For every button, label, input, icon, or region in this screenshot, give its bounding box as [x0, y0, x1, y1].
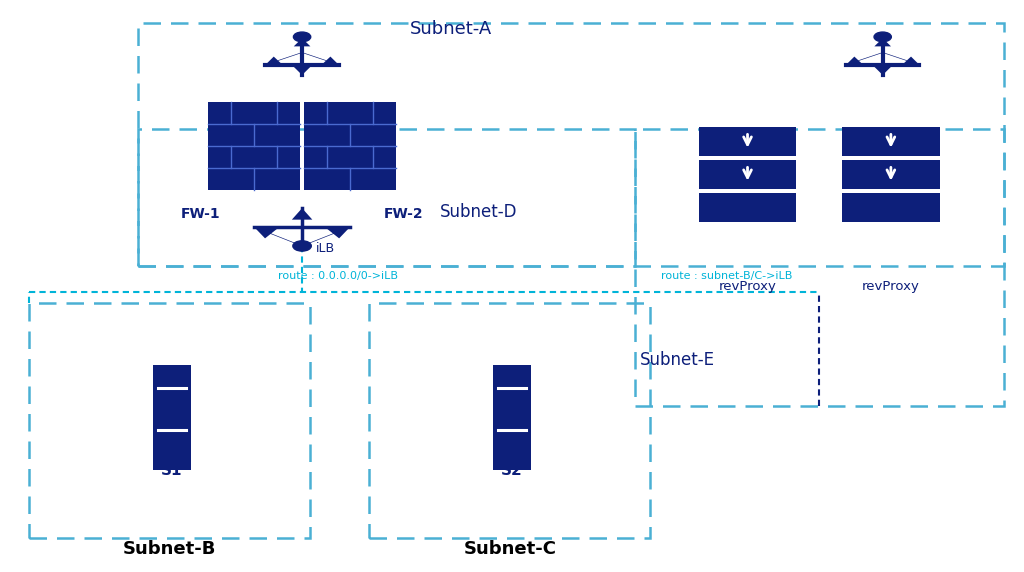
Bar	[208, 102, 300, 190]
Bar	[138, 129, 635, 266]
Bar	[493, 365, 531, 470]
FancyArrow shape	[883, 52, 920, 65]
Text: Subnet-D: Subnet-D	[440, 202, 518, 221]
Bar	[29, 303, 310, 538]
Text: route : subnet-B/C->iLB: route : subnet-B/C->iLB	[662, 272, 793, 281]
Text: FW-1: FW-1	[180, 208, 220, 221]
FancyArrow shape	[294, 53, 310, 75]
FancyArrow shape	[302, 52, 339, 65]
Bar	[304, 102, 396, 190]
Bar	[842, 193, 940, 222]
Bar	[842, 127, 940, 156]
Bar	[842, 160, 940, 189]
FancyArrow shape	[874, 53, 891, 75]
Bar	[369, 303, 650, 538]
Bar	[153, 365, 191, 470]
Bar	[138, 23, 1004, 266]
Circle shape	[293, 241, 311, 251]
FancyArrow shape	[292, 208, 312, 246]
Text: Subnet-A: Subnet-A	[410, 19, 492, 38]
Text: S2: S2	[501, 463, 523, 478]
Text: revProxy: revProxy	[862, 280, 920, 293]
Bar	[698, 193, 797, 222]
Bar	[698, 127, 797, 156]
Text: Subnet-C: Subnet-C	[464, 540, 556, 558]
Text: revProxy: revProxy	[719, 280, 776, 293]
Bar	[698, 160, 797, 189]
Circle shape	[294, 32, 310, 42]
Text: Subnet-E: Subnet-E	[640, 351, 715, 370]
FancyArrow shape	[874, 38, 891, 53]
Text: FW-2: FW-2	[384, 208, 424, 221]
FancyArrow shape	[265, 52, 302, 65]
FancyArrow shape	[254, 227, 302, 246]
FancyArrow shape	[846, 52, 883, 65]
Text: route : 0.0.0.0/0->iLB: route : 0.0.0.0/0->iLB	[278, 272, 398, 281]
Circle shape	[874, 32, 891, 42]
Bar	[635, 129, 1004, 406]
Text: iLB: iLB	[315, 242, 335, 255]
FancyArrow shape	[302, 227, 350, 246]
Text: Subnet-B: Subnet-B	[122, 540, 216, 558]
Text: S1: S1	[162, 463, 182, 478]
FancyArrow shape	[294, 38, 310, 53]
